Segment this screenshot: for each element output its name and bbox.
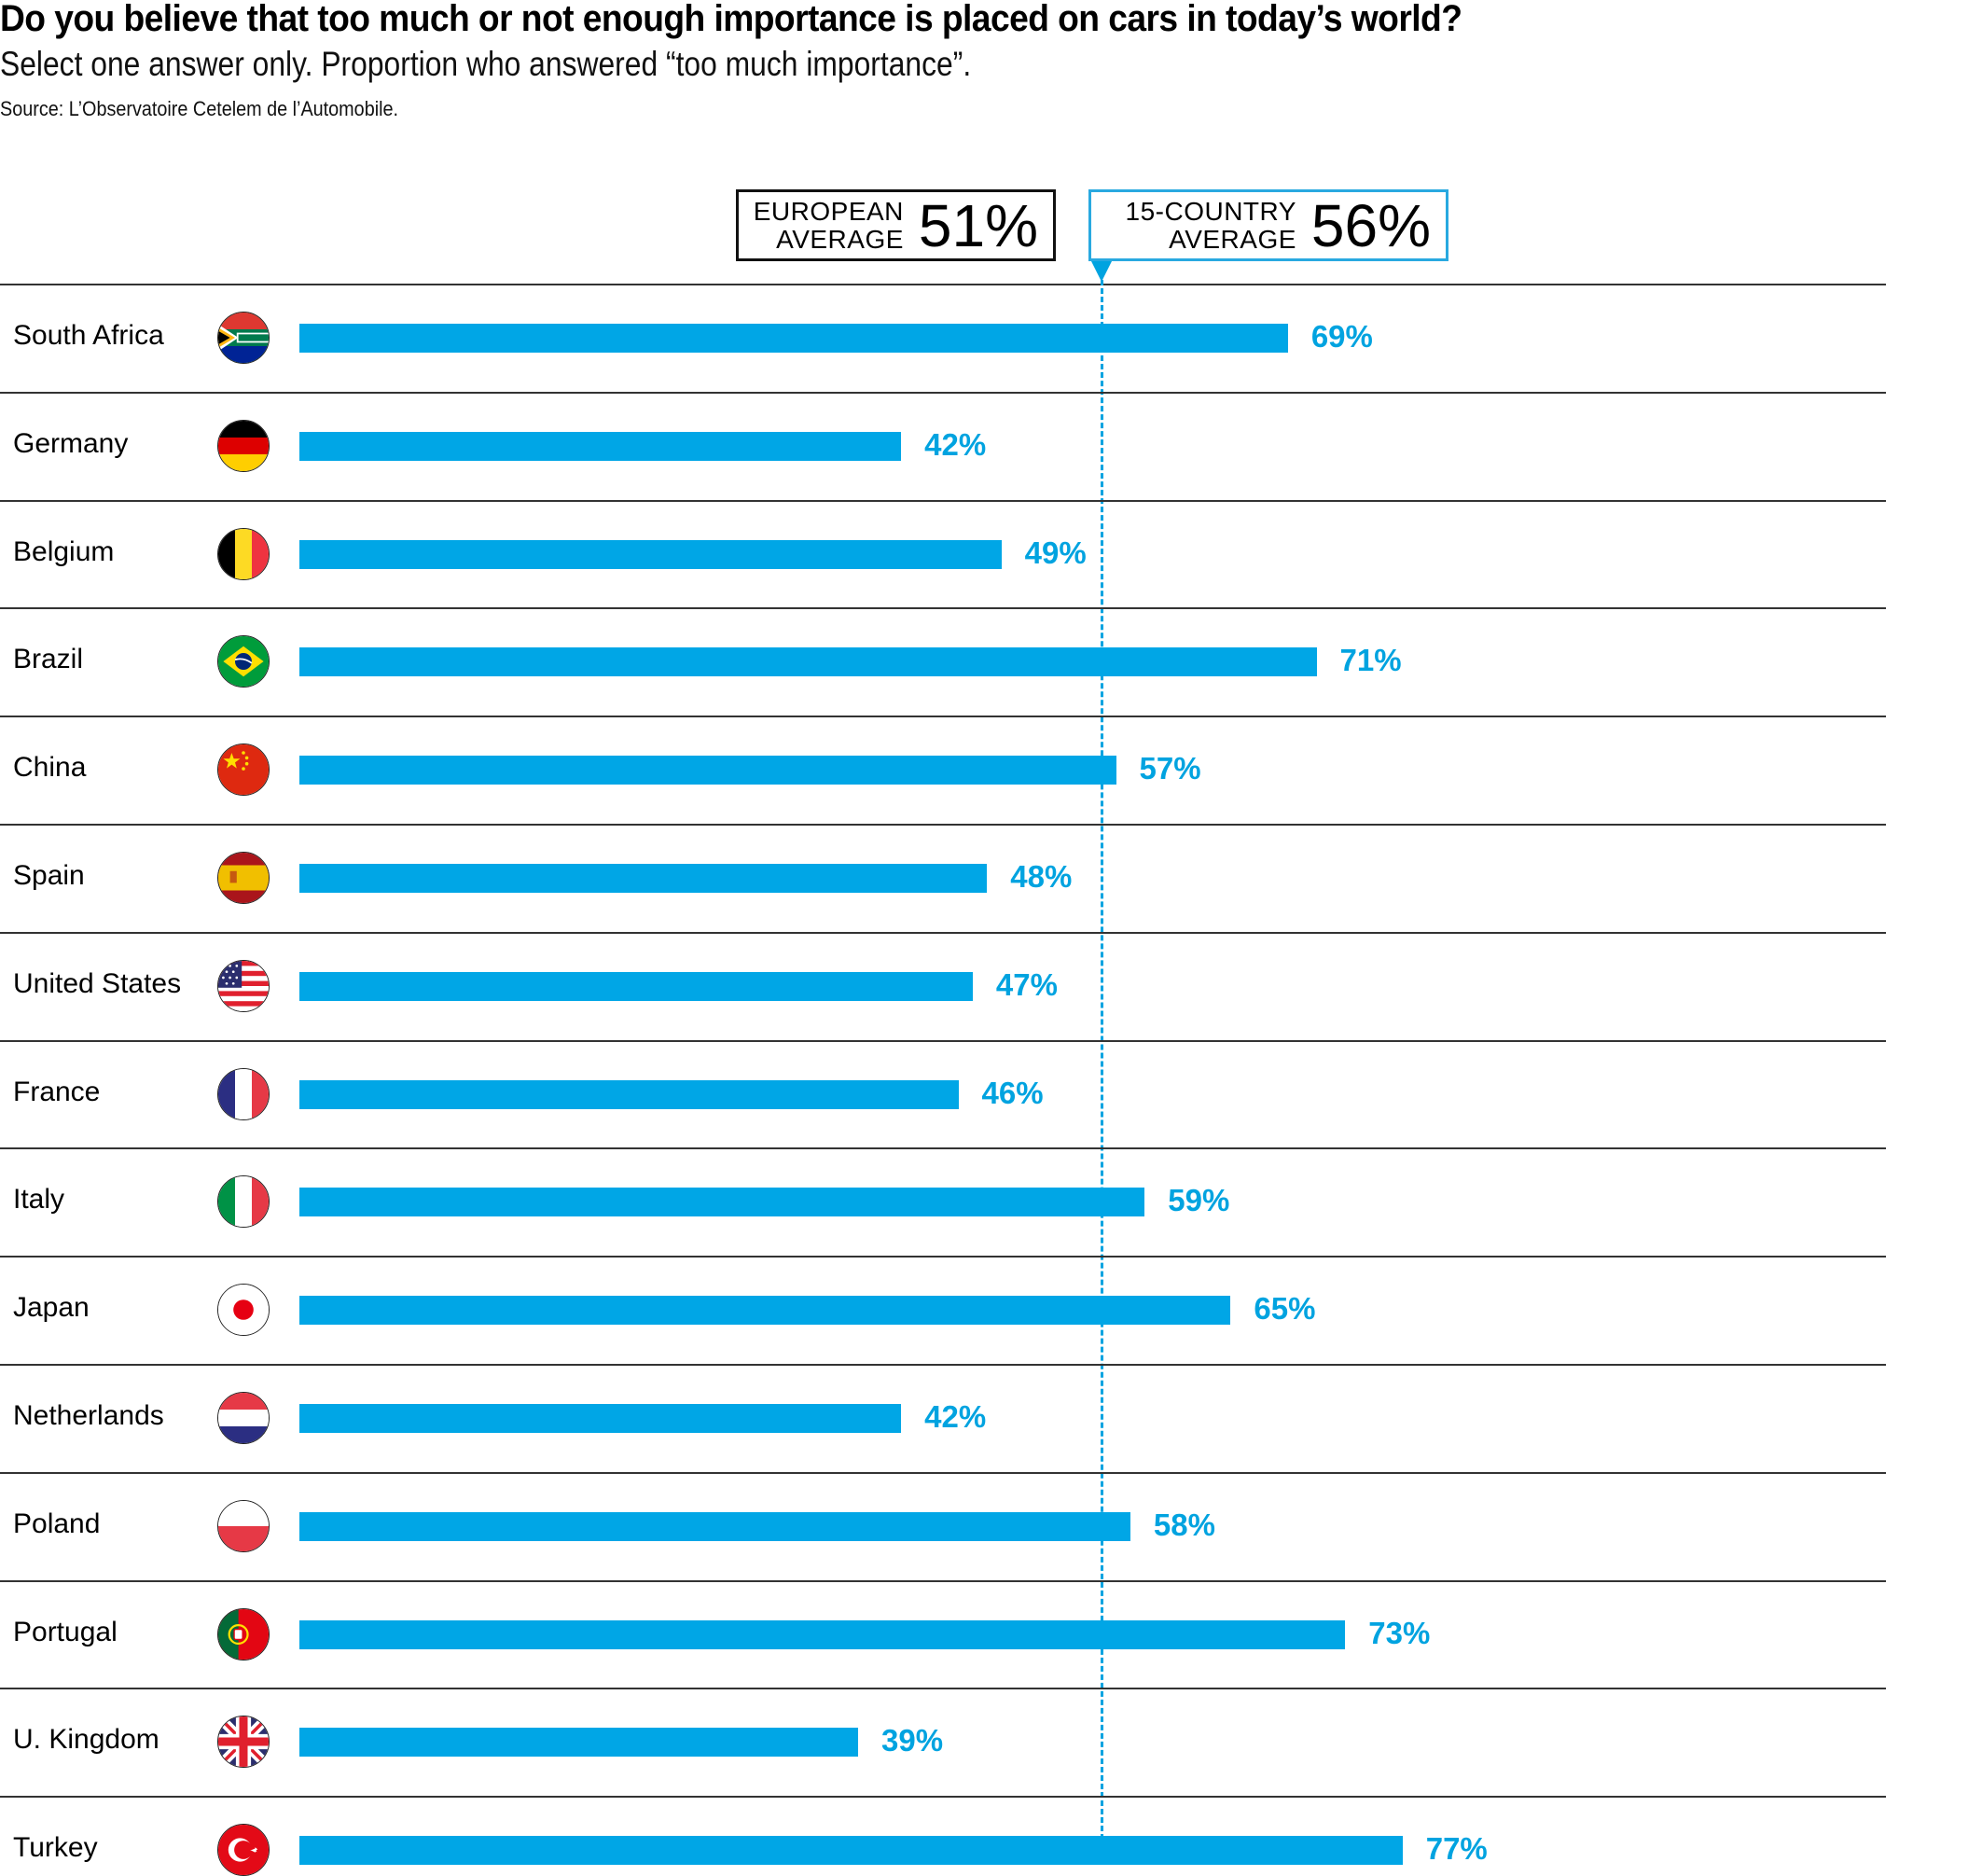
category-label-turkey: Turkey (13, 1832, 98, 1864)
belgium-flag-icon (217, 527, 270, 580)
value-label-japan: 65% (1254, 1291, 1316, 1327)
south-africa-flag-icon (217, 311, 270, 364)
bar-turkey (299, 1836, 1403, 1866)
category-label-belgium: Belgium (13, 535, 115, 567)
row-divider (0, 391, 1886, 394)
spain-flag-icon (217, 851, 270, 904)
bar-japan (299, 1296, 1231, 1326)
bar-netherlands (299, 1403, 902, 1433)
reference-line-15-country-average (1101, 280, 1104, 1856)
european-average-box: EUROPEAN AVERAGE 51% (736, 189, 1056, 261)
france-flag-icon (217, 1067, 270, 1120)
bar-united-states (299, 971, 973, 1001)
portugal-flag-icon (217, 1607, 270, 1661)
value-label-poland: 58% (1153, 1507, 1215, 1542)
uk-flag-icon (217, 1716, 270, 1769)
bar-portugal (299, 1619, 1346, 1649)
category-label-china: China (13, 752, 87, 784)
row-divider (0, 1147, 1886, 1150)
row-divider (0, 1039, 1886, 1042)
turkey-flag-icon (217, 1824, 270, 1876)
row-divider (0, 1471, 1886, 1474)
value-label-italy: 59% (1168, 1183, 1230, 1218)
value-label-u-kingdom: 39% (881, 1723, 944, 1758)
usa-flag-icon (217, 959, 270, 1012)
row-divider (0, 716, 1886, 718)
category-label-portugal: Portugal (13, 1616, 118, 1647)
category-label-italy: Italy (13, 1184, 65, 1216)
row-divider (0, 1688, 1886, 1690)
bar-poland (299, 1511, 1130, 1541)
row-divider (0, 1256, 1886, 1258)
japan-flag-icon (217, 1284, 270, 1337)
category-label-france: France (13, 1076, 101, 1107)
bar-brazil (299, 647, 1317, 677)
row-divider (0, 1796, 1886, 1799)
chart-source: Source: L’Observatoire Cetelem de l’Auto… (0, 97, 399, 120)
bar-u-kingdom (299, 1728, 859, 1758)
category-label-south-africa: South Africa (13, 319, 164, 351)
category-label-u-kingdom: U. Kingdom (13, 1724, 159, 1756)
china-flag-icon (217, 743, 270, 797)
category-label-united-states: United States (13, 967, 182, 999)
netherlands-flag-icon (217, 1391, 270, 1444)
row-divider (0, 607, 1886, 610)
bar-france (299, 1079, 959, 1109)
bar-spain (299, 863, 988, 893)
fifteen-country-average-value: 56% (1310, 191, 1431, 259)
category-label-poland: Poland (13, 1508, 101, 1539)
value-label-spain: 48% (1010, 858, 1073, 894)
average-pointer-icon (1091, 261, 1112, 282)
value-label-portugal: 73% (1368, 1615, 1431, 1650)
bar-south-africa (299, 323, 1288, 353)
chart-title: Do you believe that too much or not enou… (0, 0, 1462, 39)
bar-belgium (299, 539, 1002, 569)
category-label-germany: Germany (13, 427, 129, 459)
value-label-france: 46% (981, 1075, 1044, 1110)
bar-italy (299, 1188, 1145, 1217)
value-label-china: 57% (1139, 751, 1201, 786)
row-divider (0, 931, 1886, 934)
brazil-flag-icon (217, 635, 270, 688)
european-average-value: 51% (918, 191, 1038, 259)
value-label-germany: 42% (924, 426, 987, 462)
poland-flag-icon (217, 1499, 270, 1552)
italy-flag-icon (217, 1175, 270, 1229)
category-label-brazil: Brazil (13, 644, 84, 675)
bar-germany (299, 431, 902, 461)
chart-top-rule (0, 284, 1886, 285)
european-average-label: EUROPEAN AVERAGE (753, 196, 904, 254)
value-label-netherlands: 42% (924, 1398, 987, 1434)
chart-subtitle: Select one answer only. Proportion who a… (0, 45, 972, 83)
row-divider (0, 824, 1886, 826)
value-label-united-states: 47% (995, 966, 1058, 1002)
value-label-brazil: 71% (1339, 643, 1402, 678)
value-label-south-africa: 69% (1310, 318, 1373, 354)
value-label-turkey: 77% (1425, 1831, 1488, 1867)
category-label-netherlands: Netherlands (13, 1399, 164, 1431)
fifteen-country-average-box: 15-COUNTRY AVERAGE 56% (1088, 189, 1448, 261)
germany-flag-icon (217, 419, 270, 472)
category-label-japan: Japan (13, 1292, 90, 1324)
row-divider (0, 499, 1886, 502)
fifteen-country-average-label: 15-COUNTRY AVERAGE (1125, 196, 1296, 254)
category-label-spain: Spain (13, 859, 85, 891)
value-label-belgium: 49% (1024, 535, 1087, 570)
bar-china (299, 756, 1116, 785)
row-divider (0, 1579, 1886, 1582)
row-divider (0, 1364, 1886, 1366)
